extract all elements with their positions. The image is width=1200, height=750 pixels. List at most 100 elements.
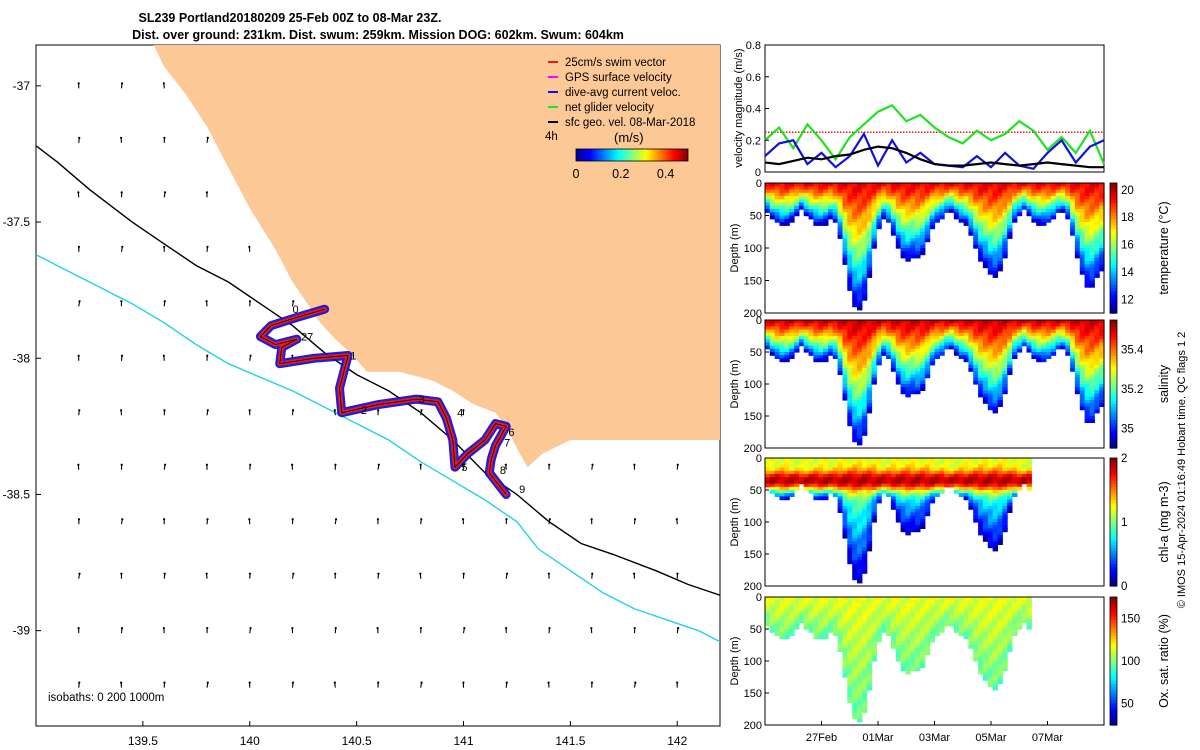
section-cell bbox=[794, 342, 800, 347]
section-cell bbox=[842, 261, 848, 265]
section-cell bbox=[1016, 189, 1023, 194]
section-cell bbox=[992, 231, 998, 236]
section-cell bbox=[1036, 218, 1042, 223]
map-y-tick-label: -38.5 bbox=[3, 487, 31, 501]
section-cell bbox=[1084, 235, 1090, 239]
section-cell bbox=[915, 390, 921, 395]
section-cell bbox=[784, 326, 790, 331]
section-cell bbox=[1084, 215, 1090, 220]
section-cell bbox=[1007, 606, 1013, 611]
colorbar-cell bbox=[1110, 192, 1117, 197]
section-cell bbox=[808, 619, 814, 624]
section-cell bbox=[978, 470, 984, 475]
section-cell bbox=[1016, 345, 1023, 350]
colorbar-cell bbox=[1110, 570, 1117, 574]
section-cell bbox=[900, 490, 906, 494]
section-cell bbox=[949, 464, 955, 469]
section-cell bbox=[900, 616, 906, 620]
section-cell bbox=[1065, 212, 1071, 217]
section-cell bbox=[842, 209, 848, 213]
section-cell bbox=[1026, 332, 1032, 337]
section-cell bbox=[978, 638, 984, 643]
section-cell bbox=[803, 183, 810, 187]
section-cell bbox=[1089, 387, 1095, 391]
section-cell bbox=[958, 183, 965, 187]
section-cell bbox=[1089, 280, 1095, 285]
section-cell bbox=[978, 525, 984, 529]
section-cell bbox=[1060, 336, 1066, 340]
section-cell bbox=[798, 470, 805, 475]
section-cell bbox=[866, 522, 873, 526]
colorbar-cell bbox=[1110, 189, 1117, 194]
section-cell bbox=[857, 248, 863, 252]
section-cell bbox=[803, 616, 810, 620]
section-cell bbox=[973, 641, 979, 646]
section-cell bbox=[842, 632, 848, 636]
section-cell bbox=[997, 677, 1003, 681]
section-cell bbox=[871, 467, 877, 472]
section-cell bbox=[861, 387, 868, 391]
section-cell bbox=[982, 202, 989, 207]
section-cell bbox=[789, 183, 795, 187]
colorbar-cell bbox=[1110, 303, 1117, 308]
section-cell bbox=[982, 499, 989, 504]
section-cell bbox=[823, 632, 829, 636]
section-cell bbox=[861, 544, 868, 549]
section-cell bbox=[847, 419, 853, 423]
section-cell bbox=[866, 616, 873, 620]
section-cell bbox=[784, 470, 790, 475]
section-cell bbox=[1099, 183, 1105, 187]
section-cell bbox=[881, 332, 887, 337]
section-cell bbox=[779, 467, 785, 472]
section-cell bbox=[1036, 189, 1042, 194]
section-cell bbox=[890, 629, 897, 633]
map-y-tick-label: -37 bbox=[13, 79, 31, 93]
section-cell bbox=[895, 352, 902, 356]
section-cell bbox=[847, 218, 853, 223]
section-cell bbox=[857, 506, 863, 510]
section-cell bbox=[963, 212, 969, 217]
section-cell bbox=[861, 648, 868, 652]
section-cell bbox=[973, 506, 979, 510]
colorbar-cell bbox=[1110, 441, 1117, 446]
section-cell bbox=[910, 186, 916, 191]
section-cell bbox=[784, 345, 790, 350]
section-cell bbox=[842, 342, 848, 347]
section-cell bbox=[789, 192, 795, 197]
section-cell bbox=[924, 496, 931, 501]
section-cell bbox=[857, 225, 863, 230]
section-cell bbox=[987, 368, 994, 372]
isobath-1000m bbox=[36, 254, 720, 643]
section-cell bbox=[886, 352, 892, 356]
section-cell bbox=[1016, 458, 1023, 462]
section-cell bbox=[1089, 339, 1095, 343]
section-cell bbox=[857, 616, 863, 620]
section-cell bbox=[1074, 218, 1081, 223]
section-cell bbox=[813, 461, 819, 465]
section-cell bbox=[861, 199, 868, 204]
section-cell bbox=[924, 342, 931, 347]
section-cell bbox=[857, 274, 863, 278]
section-cell bbox=[978, 645, 984, 649]
section-cell bbox=[1007, 635, 1013, 640]
section-cell bbox=[852, 670, 858, 675]
section-cell bbox=[978, 352, 984, 356]
section-cell bbox=[895, 368, 902, 372]
section-cell bbox=[857, 222, 863, 226]
section-cell bbox=[861, 629, 868, 633]
section-cell bbox=[1007, 622, 1013, 627]
section-cell bbox=[915, 183, 921, 187]
section-cell bbox=[794, 613, 800, 617]
map-x-tick-label: 141.5 bbox=[555, 734, 585, 748]
section-cell bbox=[982, 512, 989, 517]
section-cell bbox=[1002, 368, 1008, 372]
section-cell bbox=[769, 345, 776, 350]
section-cell bbox=[895, 499, 902, 504]
section-cell bbox=[982, 609, 989, 614]
section-cell bbox=[915, 336, 921, 340]
section-cell bbox=[1065, 186, 1071, 191]
section-cell bbox=[866, 619, 873, 624]
section-cell bbox=[876, 609, 882, 614]
geo-arrow-head bbox=[77, 191, 80, 194]
